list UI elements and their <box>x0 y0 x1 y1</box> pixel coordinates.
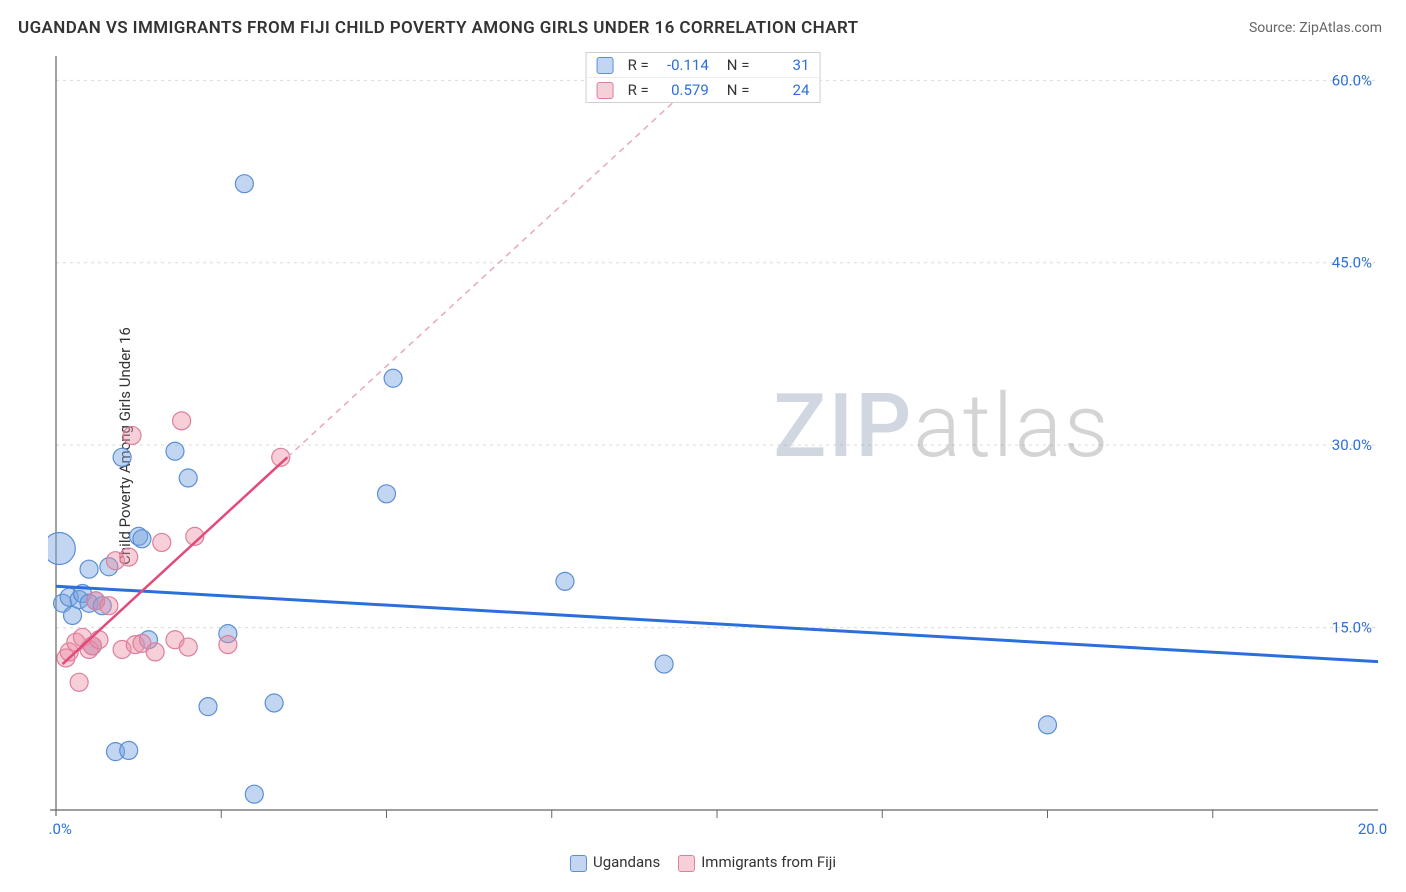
legend-label: Immigrants from Fiji <box>701 853 836 871</box>
data-point <box>179 638 197 656</box>
data-point <box>153 533 171 551</box>
stat-r-label: R = <box>628 81 649 99</box>
stat-n-label: N = <box>727 81 750 99</box>
chart-title: UGANDAN VS IMMIGRANTS FROM FIJI CHILD PO… <box>18 18 859 38</box>
stat-r-value: 0.579 <box>657 81 709 99</box>
data-point <box>133 530 151 548</box>
data-point <box>265 694 283 712</box>
data-point <box>70 673 88 691</box>
data-point <box>120 548 138 566</box>
y-tick-label: 60.0% <box>1332 71 1372 89</box>
stat-n-value: 24 <box>757 81 809 99</box>
trend-line-extrapolated <box>287 62 717 457</box>
stats-swatch <box>597 57 614 74</box>
data-point <box>146 643 164 661</box>
data-point <box>120 741 138 759</box>
data-point <box>1039 716 1057 734</box>
stat-n-value: 31 <box>757 56 809 74</box>
chart-plot-area: 15.0% 30.0% 45.0% 60.0% 0.0% 20.0% <box>48 50 1388 836</box>
x-tick-label: 0.0% <box>48 820 72 836</box>
y-tick-label: 15.0% <box>1332 619 1372 637</box>
legend-item: Immigrants from Fiji <box>678 853 836 872</box>
data-point <box>556 572 574 590</box>
data-point <box>235 175 253 193</box>
legend: Ugandans Immigrants from Fiji <box>570 853 836 872</box>
x-tick-label: 20.0% <box>1358 820 1388 836</box>
stat-n-label: N = <box>727 56 750 74</box>
data-point <box>384 369 402 387</box>
stat-r-value: -0.114 <box>657 56 709 74</box>
stat-r-label: R = <box>628 56 649 74</box>
y-tick-label: 30.0% <box>1332 436 1372 454</box>
source-attribution: Source: ZipAtlas.com <box>1249 20 1382 36</box>
data-point <box>219 636 237 654</box>
y-tick-label: 45.0% <box>1332 254 1372 272</box>
data-point <box>90 631 108 649</box>
data-point <box>173 412 191 430</box>
stats-swatch <box>597 82 614 99</box>
data-point <box>378 485 396 503</box>
data-point <box>245 785 263 803</box>
data-point <box>166 442 184 460</box>
stats-row: R = 0.579 N = 24 <box>587 77 820 102</box>
correlation-stats-box: R = -0.114 N = 31 R = 0.579 N = 24 <box>586 52 821 103</box>
data-point <box>113 448 131 466</box>
legend-item: Ugandans <box>570 853 660 872</box>
data-point <box>123 426 141 444</box>
legend-swatch <box>570 855 587 872</box>
scatter-chart-svg: 15.0% 30.0% 45.0% 60.0% 0.0% 20.0% <box>48 50 1388 836</box>
legend-swatch <box>678 855 695 872</box>
data-point <box>100 597 118 615</box>
data-point <box>48 533 75 565</box>
data-point <box>199 698 217 716</box>
legend-label: Ugandans <box>593 853 660 871</box>
data-point <box>655 655 673 673</box>
data-point <box>179 469 197 487</box>
trend-line <box>56 586 1378 661</box>
data-point <box>80 560 98 578</box>
stats-row: R = -0.114 N = 31 <box>587 53 820 77</box>
